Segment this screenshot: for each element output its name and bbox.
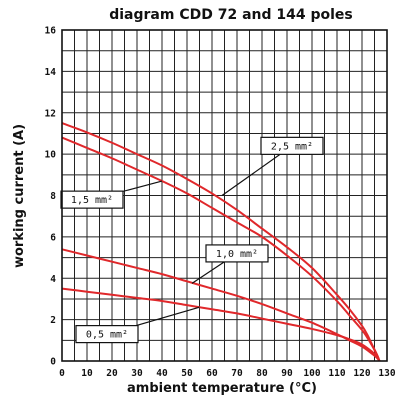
grid [61, 29, 388, 362]
x-tick-label: 80 [256, 368, 268, 379]
x-axis-label: ambient temperature (°C) [127, 381, 317, 396]
y-tick-label: 4 [50, 274, 56, 285]
y-tick-label: 14 [45, 67, 57, 78]
series-line-05 [61, 287, 381, 362]
y-tick-label: 0 [50, 357, 56, 368]
annotation-layer: 2,5 mm² 1,5 mm² 1,0 mm² 0,5 mm² [60, 136, 324, 344]
y-tick-labels: 0 2 4 6 8 10 12 14 16 [45, 26, 57, 368]
label-box-10 [205, 244, 269, 263]
series-label-15: 1,5 mm² [71, 195, 113, 206]
y-tick-label: 12 [45, 108, 56, 119]
x-tick-label: 90 [281, 368, 293, 379]
y-tick-label: 8 [50, 191, 56, 202]
y-tick-label: 10 [45, 150, 57, 161]
label-box-05 [75, 325, 139, 344]
x-tick-labels: 0 10 20 30 40 50 60 70 80 90 100 110 120 130 [59, 368, 396, 379]
series-line-10 [61, 248, 381, 362]
x-tick-label: 10 [81, 368, 93, 379]
y-tick-label: 2 [50, 315, 56, 326]
series-line-15 [61, 136, 381, 362]
series-label-05: 0,5 mm² [86, 330, 128, 341]
x-tick-label: 130 [378, 368, 395, 379]
plot-frame [61, 29, 388, 362]
y-tick-label: 6 [50, 232, 56, 243]
label-box-15 [60, 190, 124, 209]
x-tick-label: 60 [206, 368, 218, 379]
x-tick-label: 0 [59, 368, 65, 379]
series-line-25 [61, 122, 381, 362]
x-tick-label: 30 [131, 368, 143, 379]
chart-title: diagram CDD 72 and 144 poles [109, 7, 353, 23]
x-tick-label: 20 [106, 368, 118, 379]
series-layer [61, 122, 381, 362]
series-label-25: 2,5 mm² [271, 141, 313, 152]
x-tick-label: 110 [328, 368, 345, 379]
series-label-10: 1,0 mm² [216, 249, 258, 260]
x-tick-label: 100 [303, 368, 320, 379]
y-tick-label: 16 [45, 26, 57, 37]
x-tick-label: 70 [231, 368, 243, 379]
y-axis-label: working current (A) [12, 124, 27, 268]
label-box-25 [260, 136, 324, 155]
x-tick-label: 40 [156, 368, 168, 379]
x-tick-label: 50 [181, 368, 193, 379]
x-tick-label: 120 [353, 368, 370, 379]
